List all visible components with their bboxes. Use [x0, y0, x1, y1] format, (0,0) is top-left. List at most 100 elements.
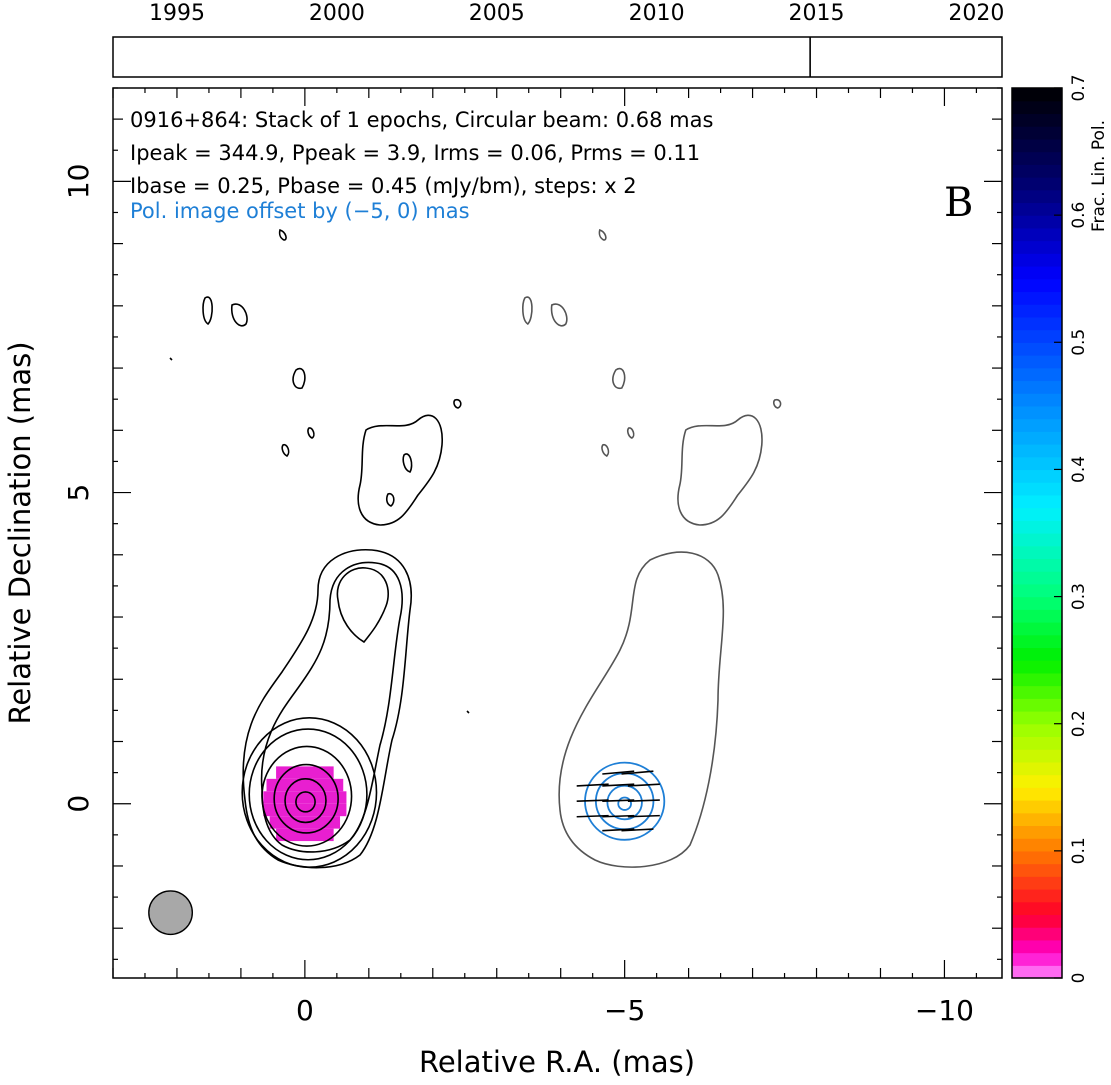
y-axis-label: Relative Declination (mas) [3, 341, 37, 724]
colorbar-tick-label: 0.7 [1069, 74, 1089, 101]
colorbar-band [1012, 355, 1062, 369]
annotation-line-2: Ipeak = 344.9, Ppeak = 3.9, Irms = 0.06,… [130, 141, 700, 165]
stokes-i-contour-5 [284, 778, 327, 824]
colorbar-tick-label: 0 [1069, 973, 1089, 984]
colorbar-band [1012, 736, 1062, 750]
jet-contour [307, 427, 315, 439]
colorbar-band [1012, 291, 1062, 305]
colorbar-band [1012, 533, 1062, 547]
colorbar-frame [1011, 87, 1063, 979]
frac-pol-pixel-row [276, 828, 334, 842]
colorbar-band [1012, 482, 1062, 496]
colorbar-band [1012, 774, 1062, 788]
colorbar-band [1012, 177, 1062, 191]
colorbar-band [1012, 202, 1062, 216]
colorbar-band [1012, 901, 1062, 916]
stokes-i-contour-4 [273, 763, 339, 834]
total-intensity-offset-contour [558, 551, 725, 868]
colorbar-band [1012, 889, 1062, 903]
total-intensity-offset-contour [677, 414, 763, 526]
colorbar-band [1012, 227, 1062, 242]
colorbar-band [1012, 278, 1062, 293]
colorbar-tick-label: 0.6 [1069, 202, 1089, 229]
colorbar-band [1012, 647, 1062, 661]
pol-offset-note: Pol. image offset by (−5, 0) mas [130, 199, 470, 223]
total-intensity-offset-contour [612, 367, 626, 390]
total-intensity-offset-contour [550, 303, 568, 327]
colorbar-band [1012, 342, 1062, 356]
pol-intensity-contour [606, 784, 643, 821]
colorbar-band [1012, 825, 1062, 839]
timeline-tick-label: 2015 [789, 1, 845, 26]
timeline-frame [112, 36, 1003, 78]
annotation-line-1: 0916+864: Stack of 1 epochs, Circular be… [130, 108, 713, 132]
colorbar-band [1012, 863, 1062, 877]
colorbar-band [1012, 367, 1062, 382]
colorbar-band [1012, 393, 1062, 407]
colorbar-band [1012, 469, 1062, 483]
colorbar-label: Frac. Lin. Pol. [1089, 120, 1109, 232]
colorbar-band [1012, 444, 1062, 458]
colorbar-band [1012, 138, 1062, 153]
colorbar-band [1012, 329, 1062, 343]
colorbar-band [1012, 749, 1062, 763]
colorbar-band [1012, 507, 1062, 521]
colorbar-band [1012, 583, 1062, 598]
colorbar-band [1012, 418, 1062, 432]
colorbar-band [1012, 215, 1062, 229]
colorbar-band [1012, 711, 1062, 725]
colorbar-band [1012, 266, 1062, 280]
colorbar-band [1012, 838, 1062, 852]
pol-intensity-contour [617, 796, 632, 811]
evpa-tick [576, 814, 609, 818]
colorbar-band [1012, 800, 1062, 814]
colorbar-band [1012, 189, 1062, 204]
evpa-tick [576, 783, 609, 787]
colorbar-band [1012, 952, 1062, 966]
timeline-tick-label: 2010 [629, 1, 685, 26]
evpa-tick [621, 828, 654, 832]
evpa-tick [602, 783, 635, 787]
evpa-tick [602, 770, 635, 775]
total-intensity-offset-contour [601, 443, 610, 457]
timeline-tick-label: 2005 [469, 1, 525, 26]
evpa-tick [576, 799, 609, 802]
evpa-tick [627, 814, 660, 818]
y-tick-label: 5 [62, 484, 95, 502]
colorbar-band [1012, 876, 1062, 890]
colorbar-band [1012, 927, 1062, 941]
jet-contour [453, 398, 462, 409]
colorbar-tick-label: 0.1 [1069, 837, 1089, 864]
colorbar-band [1012, 914, 1062, 928]
colorbar-band [1012, 520, 1062, 534]
frac-pol-pixel-row [263, 791, 347, 804]
x-tick-label: 0 [296, 994, 314, 1027]
colorbar-band [1012, 494, 1062, 509]
colorbar-band [1012, 761, 1062, 776]
jet-contour [230, 303, 248, 327]
evpa-tick [602, 828, 635, 832]
jet-contour [278, 228, 287, 241]
colorbar-band [1012, 151, 1062, 165]
colorbar-tick-label: 0.2 [1069, 710, 1089, 737]
colorbar-band [1012, 672, 1062, 687]
jet-contour [357, 414, 443, 526]
colorbar-tick-label: 0.3 [1069, 583, 1089, 610]
jet-contour [336, 567, 390, 644]
colorbar-band [1012, 304, 1062, 318]
colorbar-band [1012, 164, 1062, 178]
beam-ellipse [148, 890, 194, 936]
colorbar: 0 0.1 0.2 0.3 0.4 0.5 0.6 0.7 Frac. Lin. Pol. [1011, 74, 1109, 984]
colorbar-band [1012, 113, 1062, 127]
total-intensity-offset-contour [773, 398, 782, 409]
timeline-tick-label: 2000 [309, 1, 365, 26]
timeline-tick-label: 1995 [149, 1, 205, 26]
colorbar-band [1012, 939, 1062, 954]
x-axis-label: Relative R.A. (mas) [419, 1045, 695, 1079]
jet-contour [242, 549, 412, 869]
timeline: 1995 2000 2005 2010 2015 2020 [112, 1, 1004, 78]
colorbar-tick-label: 0.4 [1069, 456, 1089, 483]
colorbar-band [1012, 431, 1062, 445]
colorbar-band [1012, 596, 1062, 610]
y-tick-label: 0 [62, 795, 95, 813]
